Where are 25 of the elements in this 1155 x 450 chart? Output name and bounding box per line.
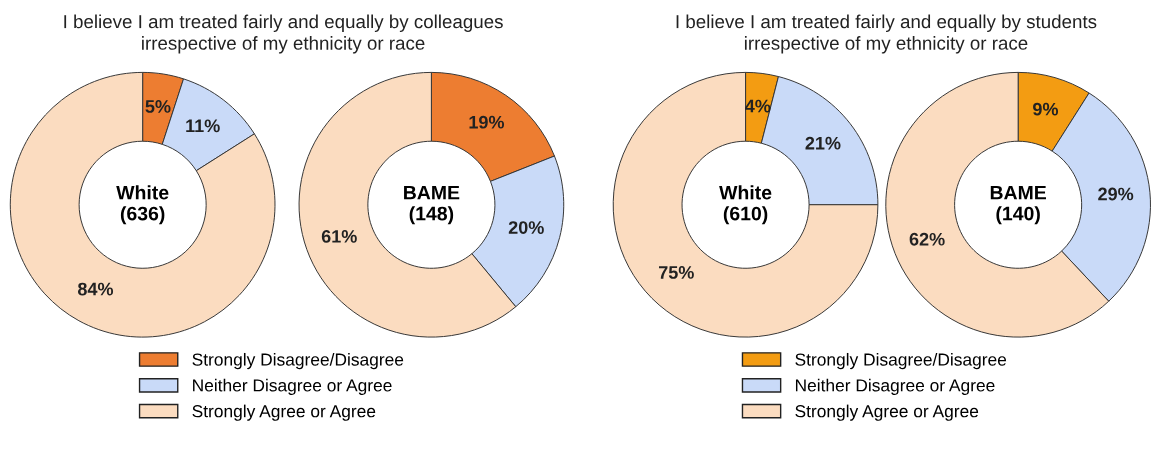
donut-slice	[9, 71, 276, 338]
data-label: 84%	[77, 282, 114, 296]
legend-label: Strongly Agree or Agree	[795, 404, 979, 421]
chart-title: I believe I am treated fairly and equally by colleagues irrespective of my ethnicity or race	[64, 14, 503, 54]
data-label: 20%	[508, 221, 544, 234]
legend-label: Neither Disagree or Agree	[193, 378, 392, 395]
data-label: 21%	[805, 136, 841, 150]
legend-label: Strongly Disagree/Disagree	[795, 352, 1007, 370]
legend-label: Strongly Disagree/Disagree	[192, 352, 404, 370]
data-label: 29%	[1098, 187, 1134, 201]
donut-slice	[612, 71, 879, 338]
data-label: 61%	[321, 229, 357, 243]
text: White (610)	[719, 185, 772, 225]
legend-label: Neither Disagree or Agree	[795, 378, 995, 395]
text: BAME (148)	[404, 185, 460, 225]
text: White (636)	[116, 185, 169, 225]
data-label: 5%	[145, 100, 171, 113]
legend-label: Strongly Agree or Agree	[192, 404, 376, 421]
data-label: 62%	[909, 232, 945, 246]
text: BAME (140)	[990, 185, 1046, 225]
data-label: 9%	[1033, 102, 1059, 116]
data-label: 19%	[469, 115, 505, 129]
data-label: 11%	[186, 119, 220, 133]
data-label: 75%	[659, 266, 694, 279]
chart-title: I believe I am treated fairly and equally by students irrespective of my ethnicity or race	[676, 14, 1097, 54]
